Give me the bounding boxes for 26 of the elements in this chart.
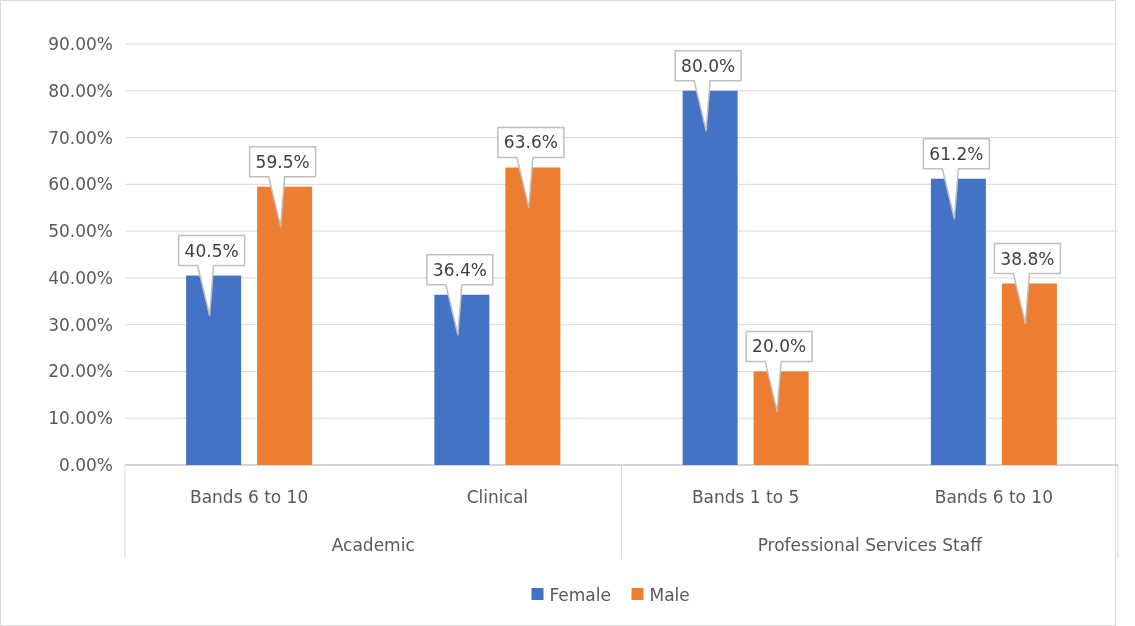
data-label: 80.0%	[681, 55, 736, 76]
data-label: 63.6%	[503, 132, 558, 153]
legend-label: Male	[649, 585, 690, 605]
data-label: 59.5%	[255, 151, 310, 172]
y-tick-label: 70.00%	[48, 127, 113, 148]
text: Academic	[331, 535, 415, 555]
data-label: 20.0%	[752, 336, 807, 357]
x-tick-label: Clinical	[466, 487, 529, 507]
y-tick-label: 40.00%	[48, 267, 113, 288]
legend-label: Female	[549, 585, 611, 605]
y-tick-label: 80.00%	[48, 80, 113, 101]
y-tick-label: 60.00%	[48, 174, 113, 195]
text: Professional Services Staff	[757, 535, 984, 555]
y-tick-label: 90.00%	[48, 34, 113, 54]
data-label: 36.4%	[432, 259, 487, 280]
data-label: 40.5%	[184, 240, 239, 261]
x-tick-label: Bands 6 to 10	[190, 487, 309, 507]
y-tick-label: 20.00%	[48, 361, 113, 382]
data-label: 61.2%	[929, 143, 984, 164]
y-tick-label: 30.00%	[48, 314, 113, 335]
y-tick-label: 10.00%	[48, 408, 113, 429]
x-tick-label: Bands 6 to 10	[934, 487, 1053, 507]
x-tick-label: Bands 1 to 5	[691, 487, 800, 507]
y-tick-label: 50.00%	[48, 221, 113, 242]
data-label: 38.8%	[1000, 248, 1055, 269]
y-tick-label: 0.00%	[58, 455, 113, 475]
